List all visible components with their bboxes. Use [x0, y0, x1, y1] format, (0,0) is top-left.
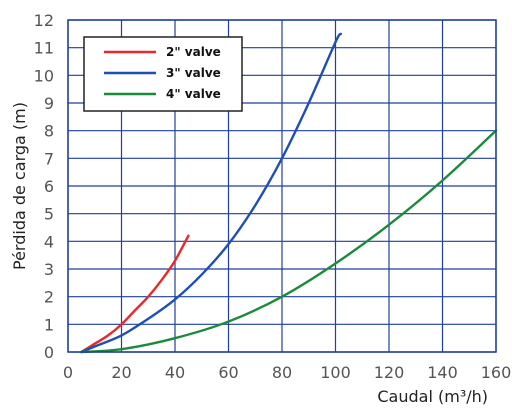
plot-frame	[67, 19, 497, 353]
x-tick-label: 0	[63, 363, 73, 382]
x-axis-label: Caudal (m³/h)	[377, 387, 488, 406]
legend-label: 2" valve	[166, 45, 221, 59]
series-line-3	[80, 129, 498, 354]
x-tick-label: 60	[218, 363, 238, 382]
series-layer	[80, 32, 498, 354]
y-tick-label: 4	[44, 232, 54, 251]
y-tick-label: 1	[44, 315, 54, 334]
y-tick-label: 7	[44, 149, 54, 168]
series-line-2	[80, 32, 343, 354]
legend: 2" valve 3" valve 4" valve	[83, 36, 243, 112]
y-tick-label: 12	[34, 11, 54, 30]
x-tick-label: 100	[320, 363, 351, 382]
legend-label: 4" valve	[166, 87, 221, 101]
y-tick-label: 2	[44, 288, 54, 307]
series-line-1	[80, 234, 190, 354]
y-tick-label: 0	[44, 343, 54, 362]
x-tick-label: 80	[272, 363, 292, 382]
legend-label: 3" valve	[166, 66, 221, 80]
y-tick-label: 6	[44, 177, 54, 196]
x-tick-label: 120	[374, 363, 405, 382]
x-tick-label: 160	[481, 363, 512, 382]
y-tick-label: 5	[44, 205, 54, 224]
x-tick-label: 140	[427, 363, 458, 382]
x-tick-labels: 0 20 40 60 80 100 120 140 160	[63, 363, 511, 382]
x-tick-label: 40	[165, 363, 185, 382]
y-axis-label: Pérdida de carga (m)	[10, 102, 29, 270]
y-tick-label: 8	[44, 122, 54, 141]
x-tick-label: 20	[111, 363, 131, 382]
y-tick-label: 11	[34, 39, 54, 58]
y-tick-label: 9	[44, 94, 54, 113]
y-tick-label: 10	[34, 66, 54, 85]
y-tick-label: 3	[44, 260, 54, 279]
